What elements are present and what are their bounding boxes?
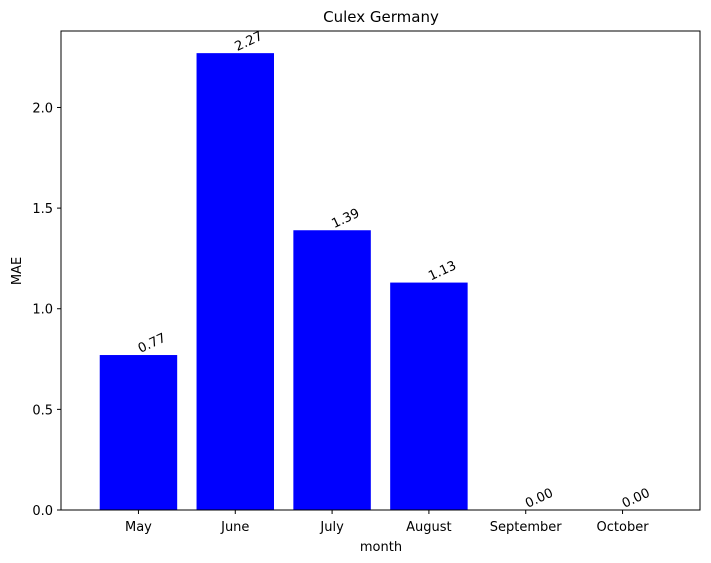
x-tick-label: June xyxy=(220,520,249,535)
y-tick-label: 0.0 xyxy=(32,504,53,519)
bar-value-label: 0.00 xyxy=(523,486,556,512)
bar-value-label: 1.39 xyxy=(329,206,362,232)
bar-june xyxy=(196,53,274,510)
bar-august xyxy=(390,282,468,510)
chart-title: Culex Germany xyxy=(323,8,439,26)
x-tick-label: August xyxy=(406,520,452,535)
bar-value-label: 0.77 xyxy=(136,331,169,357)
x-tick-label: September xyxy=(490,520,563,535)
bar-value-label: 1.13 xyxy=(426,258,459,284)
y-tick-label: 1.5 xyxy=(32,202,53,217)
y-tick-label: 2.0 xyxy=(32,101,53,116)
y-tick-label: 1.0 xyxy=(32,303,53,318)
bar-july xyxy=(293,230,371,510)
x-tick-label: October xyxy=(597,520,650,535)
bar-value-label: 2.27 xyxy=(233,29,266,55)
bar-value-label: 0.00 xyxy=(620,486,653,512)
x-axis: May June July August September October xyxy=(125,510,649,535)
bar-may xyxy=(99,355,178,510)
x-tick-label: May xyxy=(125,520,152,535)
y-axis: 0.0 0.5 1.0 1.5 2.0 xyxy=(32,101,61,519)
y-tick-label: 0.5 xyxy=(32,403,53,418)
plot-frame xyxy=(60,30,701,511)
x-axis-label: month xyxy=(360,540,402,555)
y-axis-label: MAE xyxy=(10,257,25,285)
bars xyxy=(99,53,468,510)
x-tick-label: July xyxy=(319,520,344,535)
